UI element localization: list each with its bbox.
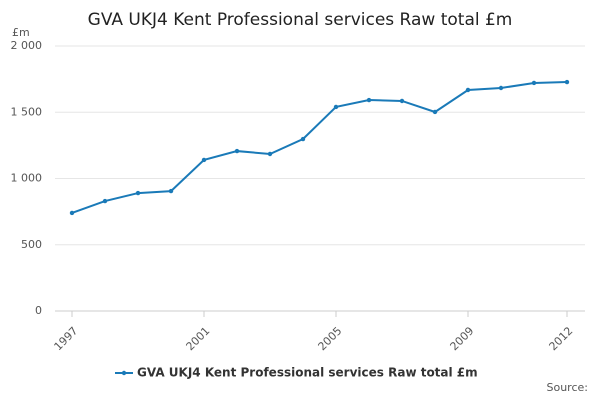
point	[168, 188, 174, 194]
point	[234, 148, 240, 154]
y-tick-label: 500	[21, 238, 42, 251]
point	[432, 109, 438, 115]
y-tick-label: 0	[35, 304, 42, 317]
point	[69, 210, 75, 216]
legend-label: GVA UKJ4 Kent Professional services Raw …	[137, 366, 478, 380]
line	[71, 81, 568, 214]
point	[498, 85, 504, 91]
y-axis-label: £m	[12, 26, 30, 39]
x-tick-label: 2005	[315, 324, 344, 353]
point	[399, 98, 405, 104]
x-tick-label: 2001	[183, 324, 212, 353]
point	[135, 190, 141, 196]
x-tick-label: 2012	[546, 324, 575, 353]
x-tick-label: 1997	[51, 324, 80, 353]
source: Source:	[547, 381, 589, 394]
point	[102, 198, 108, 204]
y-tick-label: 2 000	[11, 39, 43, 52]
point	[564, 79, 570, 85]
point	[267, 151, 273, 157]
y-tick-label: 1 000	[11, 172, 43, 185]
legend-marker	[121, 370, 127, 376]
point	[366, 97, 372, 103]
x-tick-label: 2009	[447, 324, 476, 353]
chart-title: GVA UKJ4 Kent Professional services Raw …	[88, 10, 513, 30]
point	[201, 157, 207, 163]
point	[465, 87, 471, 93]
point	[300, 136, 306, 142]
point	[531, 80, 537, 86]
point	[333, 104, 339, 110]
y-tick-label: 1 500	[11, 105, 43, 118]
